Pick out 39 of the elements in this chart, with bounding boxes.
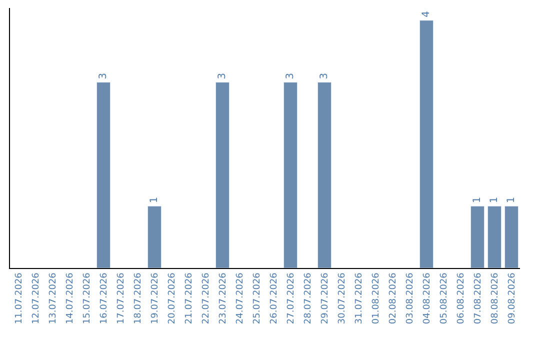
x-tick-label: 07.08.2026 [473,272,484,324]
x-tick-label: 01.08.2026 [371,272,382,324]
x-tick-label: 18.07.2026 [133,272,144,324]
x-tick-label: 20.07.2026 [167,272,178,324]
data-label: 1 [472,196,483,204]
x-tick-label: 26.07.2026 [269,272,280,324]
x-tick-label: 15.07.2026 [82,272,92,324]
data-label: 3 [98,72,109,80]
x-tick-label: 05.08.2026 [439,272,450,324]
x-tick-label: 14.07.2026 [65,272,76,324]
x-tick-label: 16.07.2026 [99,272,110,324]
data-label: 3 [217,72,228,80]
x-tick-label: 30.07.2026 [337,272,348,324]
x-tick-label: 27.07.2026 [286,272,296,324]
data-label: 1 [149,196,160,204]
data-label: 3 [285,72,296,80]
data-label: 4 [421,11,432,18]
data-label: 1 [489,196,500,204]
x-tick-label: 11.07.2026 [14,272,24,324]
x-tick-label: 28.07.2026 [303,272,314,324]
x-tick-label: 23.07.2026 [218,272,228,324]
x-tick-label: 08.08.2026 [490,272,500,324]
x-tick-label: 29.07.2026 [320,272,330,324]
x-tick-label: 25.07.2026 [252,272,262,324]
data-label: 3 [319,72,330,80]
data-label: 1 [506,196,517,204]
x-tick-label: 21.07.2026 [184,272,194,324]
x-tick-label: 31.07.2026 [354,272,364,324]
x-tick-label: 17.07.2026 [116,272,126,324]
x-tick-label: 06.08.2026 [456,272,466,324]
x-tick-label: 09.08.2026 [507,272,518,324]
x-tick-label: 03.08.2026 [405,272,416,324]
x-tick-label: 02.08.2026 [388,272,398,324]
x-tick-label: 24.07.2026 [235,272,246,324]
x-tick-label: 12.07.2026 [31,272,42,324]
x-tick-label: 13.07.2026 [48,272,58,324]
x-tick-label: 04.08.2026 [422,272,432,324]
x-tick-label: 22.07.2026 [201,272,212,324]
x-tick-label: 19.07.2026 [150,272,160,324]
